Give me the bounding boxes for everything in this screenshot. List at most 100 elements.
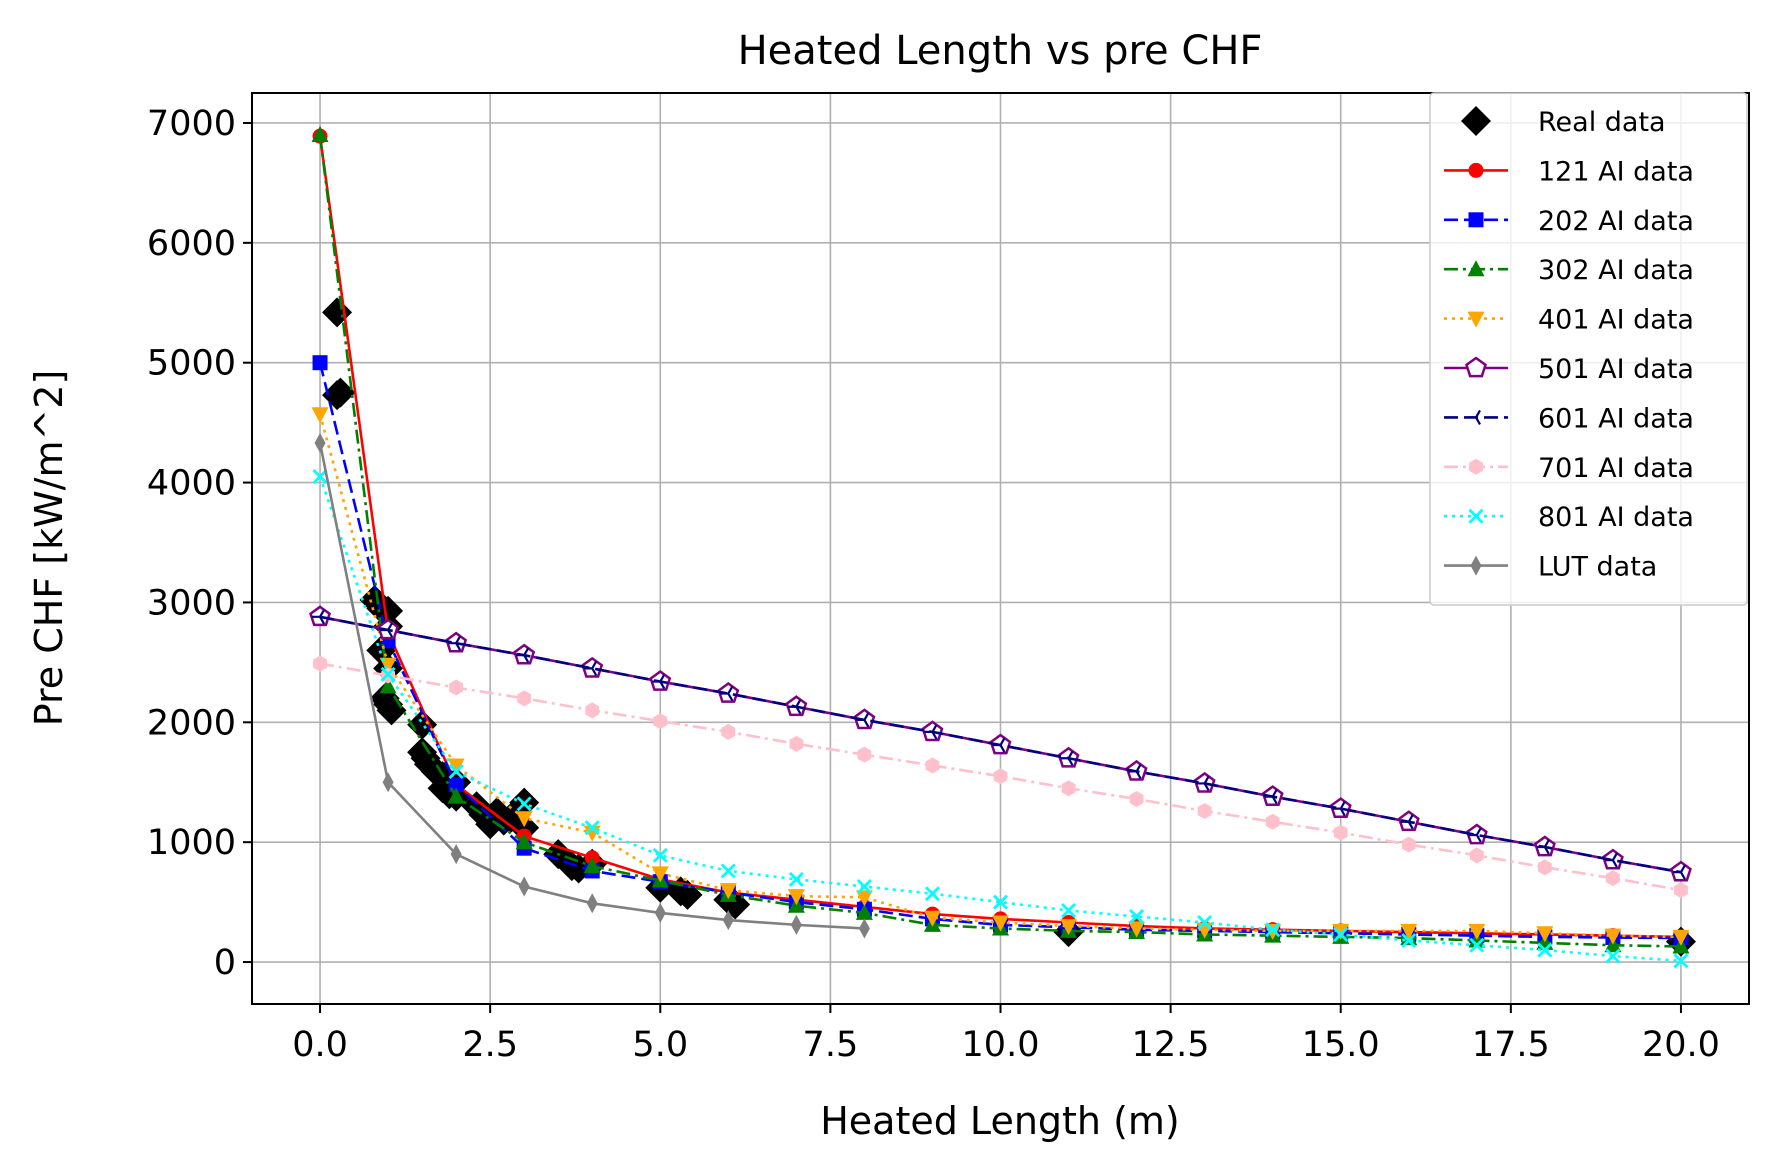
legend-item-real-data: Real data xyxy=(1461,106,1666,138)
601-ai-data-point xyxy=(856,712,870,728)
801-ai-data-point xyxy=(1197,915,1213,930)
legend-marker xyxy=(1469,458,1483,475)
801-ai-data-point xyxy=(380,666,396,682)
701-ai-data-point xyxy=(653,713,668,730)
legend-marker xyxy=(1468,409,1481,425)
801-ai-data-point xyxy=(652,847,668,863)
601-ai-data-point xyxy=(1128,763,1142,780)
401-ai-data-point xyxy=(1060,919,1078,936)
601-ai-data-point xyxy=(1536,839,1550,855)
801-ai-data-point xyxy=(1673,953,1689,969)
302-ai-data-point xyxy=(311,125,329,142)
601-ai-data-point xyxy=(312,609,326,625)
y-tick-label: 0 xyxy=(214,943,236,983)
x-tick-label: 2.5 xyxy=(462,1025,518,1065)
601-ai-data-point xyxy=(584,660,598,676)
legend-marker xyxy=(1467,260,1485,277)
302-ai-data-point xyxy=(515,833,533,850)
401-ai-data-point xyxy=(923,910,941,927)
y-tick-label: 2000 xyxy=(147,703,236,743)
601-ai-data-point xyxy=(788,699,802,715)
601-ai-data-point xyxy=(1672,864,1686,880)
801-ai-data-point xyxy=(516,796,532,812)
legend-marker xyxy=(1468,508,1484,524)
legend-marker xyxy=(1465,356,1487,378)
real-data-point xyxy=(672,879,703,910)
plot-area xyxy=(309,125,1696,969)
701-ai-data-point xyxy=(517,690,532,707)
401-ai-data-point xyxy=(1672,929,1690,946)
legend-marker xyxy=(1461,106,1491,136)
legend-label: 801 AI data xyxy=(1538,502,1694,533)
801-ai-data-point xyxy=(1129,909,1145,924)
lut-data-point xyxy=(586,893,598,914)
y-tick-label: 7000 xyxy=(147,104,236,144)
x-tick-label: 15.0 xyxy=(1302,1025,1380,1065)
legend-item-401-ai-data: 401 AI data xyxy=(1444,305,1694,336)
701-ai-data-point xyxy=(1537,859,1552,876)
x-tick-label: 17.5 xyxy=(1472,1025,1550,1065)
x-tick-label: 0.0 xyxy=(292,1025,348,1065)
801-ai-data-point xyxy=(1605,948,1621,964)
701-ai-data-point xyxy=(1469,847,1484,864)
x-tick-label: 20.0 xyxy=(1642,1025,1720,1065)
801-ai-data-point xyxy=(720,863,736,879)
701-ai-data-point xyxy=(857,746,872,763)
lut-data-point xyxy=(858,918,870,939)
701-ai-data-point xyxy=(925,757,940,774)
601-ai-data-point xyxy=(1196,775,1210,791)
401-ai-data-point xyxy=(1400,923,1418,940)
601-ai-data-point xyxy=(652,674,666,690)
y-axis: 0 1000 2000 3000 4000 5000 6000 7000 xyxy=(147,104,252,983)
401-ai-data-point xyxy=(719,883,737,900)
x-axis: 0.0 2.5 5.0 7.5 10.0 12.5 15.0 17.5 20.0 xyxy=(292,1004,1720,1065)
801-ai-data-point xyxy=(1265,922,1281,938)
401-ai-data-point xyxy=(1128,921,1146,938)
x-tick-label: 12.5 xyxy=(1132,1025,1210,1065)
801-ai-data-point xyxy=(312,469,328,485)
701-ai-data-point xyxy=(1605,870,1620,887)
701-ai-data-point xyxy=(1061,780,1076,797)
legend-label: 501 AI data xyxy=(1538,354,1694,385)
legend-item-601-ai-data: 601 AI data xyxy=(1444,403,1694,434)
legend-item-202-ai-data: 202 AI data xyxy=(1444,206,1694,237)
601-ai-data-point xyxy=(1264,789,1278,805)
601-ai-data-point xyxy=(992,737,1006,753)
legend-item-701-ai-data: 701 AI data xyxy=(1444,453,1694,484)
legend-label: 601 AI data xyxy=(1538,403,1694,434)
y-tick-label: 1000 xyxy=(147,823,236,863)
401-ai-data-point xyxy=(1536,926,1554,943)
701-ai-data-point xyxy=(449,679,464,696)
401-ai-data-point xyxy=(651,866,669,883)
401-ai-data-point xyxy=(1468,923,1486,940)
601-ai-data-point xyxy=(516,647,530,663)
legend-marker xyxy=(1468,212,1484,228)
701-ai-data-point xyxy=(1333,824,1348,841)
701-ai-data-point xyxy=(1265,813,1280,830)
801-ai-data-point xyxy=(584,820,600,836)
701-ai-data-point xyxy=(313,655,327,672)
legend-item-501-ai-data: 501 AI data xyxy=(1444,354,1694,385)
legend-item-801-ai-data: 801 AI data xyxy=(1444,502,1694,533)
302-ai-data-point xyxy=(583,857,601,874)
202-ai-data-point xyxy=(312,355,328,371)
legend-label: Real data xyxy=(1538,107,1666,138)
401-ai-data-point xyxy=(1604,928,1622,945)
y-tick-label: 4000 xyxy=(147,464,236,504)
y-axis-label: Pre CHF [kW/m^2] xyxy=(27,370,71,727)
801-ai-data-point xyxy=(993,894,1008,910)
701-ai-data-point xyxy=(585,702,600,719)
302-ai-data-point xyxy=(447,787,465,804)
legend-marker xyxy=(1470,555,1482,576)
legend-item-302-ai-data: 302 AI data xyxy=(1444,255,1694,286)
x-tick-label: 10.0 xyxy=(962,1025,1040,1065)
x-tick-label: 7.5 xyxy=(803,1025,859,1065)
801-ai-data-point xyxy=(1333,926,1349,942)
legend: Real data 121 AI data 202 AI data 302 AI da… xyxy=(1429,92,1748,606)
legend-label: 202 AI data xyxy=(1538,206,1694,237)
801-ai-data-point xyxy=(924,886,940,902)
701-ai-data-point xyxy=(721,723,736,740)
series-701-ai-data xyxy=(313,655,1688,899)
legend-item-121-ai-data: 121 AI data xyxy=(1444,156,1694,187)
y-tick-label: 3000 xyxy=(147,583,236,623)
